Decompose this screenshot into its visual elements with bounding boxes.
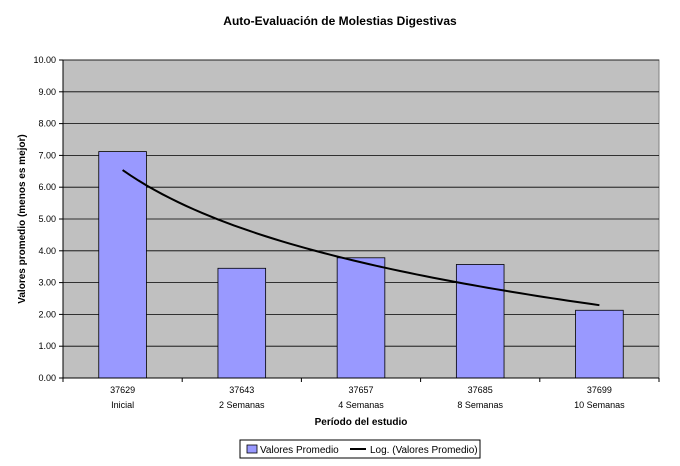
- y-tick-label: 8.00: [38, 119, 56, 129]
- x-tick-label: 4 Semanas: [338, 400, 384, 410]
- bar: [98, 151, 147, 379]
- x-tick-label: 8 Semanas: [457, 400, 503, 410]
- y-axis-title: Valores promedio (menos es mejor): [17, 134, 28, 304]
- y-tick-label: 0.00: [38, 373, 56, 383]
- x-tick-label: Inicial: [111, 400, 134, 410]
- y-tick-label: 7.00: [38, 150, 56, 160]
- x-tick-code: 37629: [110, 385, 135, 395]
- legend-bar-swatch: [246, 444, 258, 454]
- y-tick-label: 6.00: [38, 182, 56, 192]
- x-tick-code: 37699: [587, 385, 612, 395]
- x-tick-code: 37685: [468, 385, 493, 395]
- y-tick-label: 9.00: [38, 87, 56, 97]
- bar: [455, 264, 505, 379]
- y-tick-label: 10.00: [33, 55, 56, 65]
- trendline: [122, 169, 600, 307]
- x-tick-label: 2 Semanas: [219, 400, 265, 410]
- bar: [575, 309, 624, 379]
- chart-title: Auto-Evaluación de Molestias Digestivas: [223, 14, 457, 28]
- x-tick-labels: 37629 Inicial 37643 2 Semanas 37657 4 Semanas…: [62, 378, 660, 410]
- bar-series: [98, 151, 624, 379]
- x-tick-code: 37643: [229, 385, 254, 395]
- bar: [217, 267, 267, 379]
- y-tick-label: 1.00: [38, 341, 56, 351]
- y-tick-label: 5.00: [38, 214, 56, 224]
- y-tick-label: 2.00: [38, 309, 56, 319]
- y-tick-labels: 0.00 1.00 2.00 3.00 4.00 5.00 6.00 7.00 8.00 9.00…: [33, 55, 56, 383]
- x-axis-title: Período del estudio: [315, 417, 408, 428]
- x-tick-code: 37657: [348, 385, 373, 395]
- legend-trend-label: Log. (Valores Promedio): [370, 445, 478, 456]
- legend: Valores Promedio Log. (Valores Promedio): [239, 439, 481, 459]
- bar: [336, 257, 386, 379]
- y-tick-label: 4.00: [38, 246, 56, 256]
- y-tick-label: 3.00: [38, 278, 56, 288]
- gridlines: [59, 59, 659, 379]
- legend-bar-label: Valores Promedio: [260, 445, 339, 456]
- x-tick-label: 10 Semanas: [574, 400, 625, 410]
